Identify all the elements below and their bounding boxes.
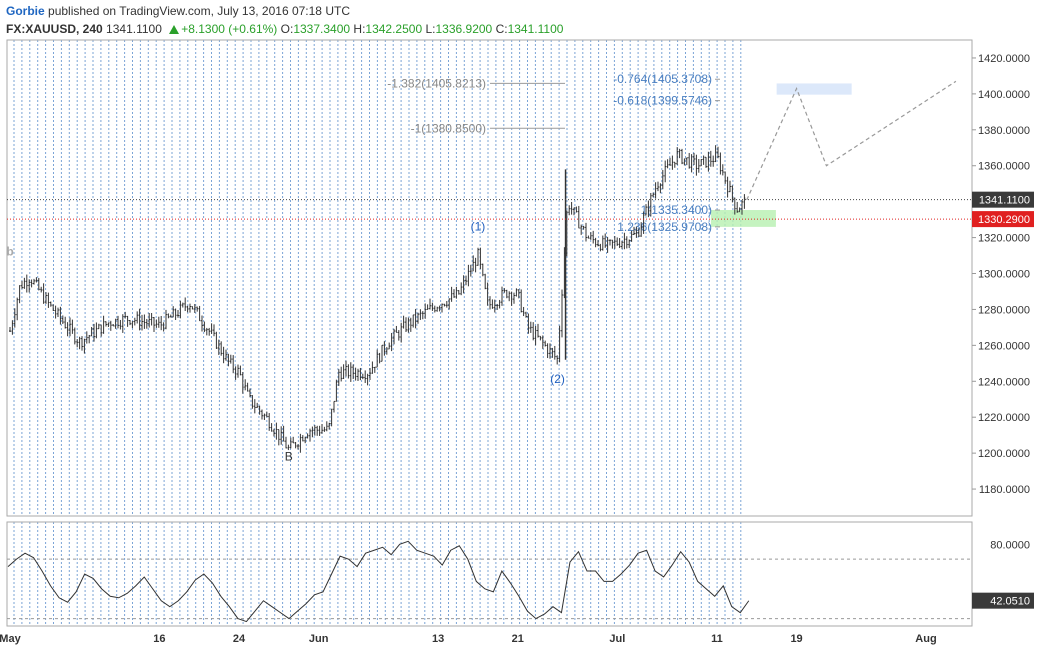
- open-value: 1337.3400: [293, 22, 351, 36]
- fib-label: -1(1380.8500): [411, 121, 486, 135]
- time-tick-label: 19: [790, 633, 802, 645]
- low-value: 1336.9200: [435, 22, 493, 36]
- marked-price-tag-label: 1330.2900: [978, 214, 1030, 226]
- high-value: 1342.2500: [365, 22, 423, 36]
- price-tick-label: 1320.0000: [978, 233, 1030, 245]
- change-value: +8.1300 (+0.61%): [181, 22, 278, 36]
- oscillator-tick-label: 80.0000: [990, 539, 1030, 551]
- time-axis[interactable]: May 16 24 Jun 13 21 Jul 11 19 Aug: [0, 633, 937, 645]
- close-label: C:: [495, 22, 508, 36]
- projection-path: [746, 80, 957, 201]
- wave-label: (2): [550, 372, 565, 386]
- fib-label: -1.382(1405.8213): [387, 76, 486, 90]
- low-label: L:: [425, 22, 436, 36]
- price-tick-label: 1400.0000: [978, 89, 1030, 101]
- price-tick-label: 1300.0000: [978, 269, 1030, 281]
- publish-line: Gorbie published on TradingView.com, Jul…: [6, 4, 350, 18]
- fibonacci-levels: -1.382(1405.8213) -1(1380.8500) -0.764(140…: [387, 72, 720, 234]
- wave-labels: b B (1) (2): [6, 219, 565, 463]
- wave-label: b: [6, 245, 13, 259]
- price-tick-label: 1180.0000: [979, 484, 1030, 496]
- price-tick-label: 1200.0000: [978, 448, 1030, 460]
- price-tick-label: 1240.0000: [978, 376, 1030, 388]
- last-price: 1341.1100: [106, 22, 162, 36]
- time-tick-label: 11: [711, 633, 723, 645]
- published-text: published on TradingView.com, July 13, 2…: [48, 4, 350, 18]
- blue-target-zone: [776, 83, 852, 95]
- oscillator-line: [7, 540, 750, 623]
- oscillator-pane: 80.0000 42.0510: [7, 539, 1034, 623]
- wave-label: B: [285, 449, 293, 463]
- main-pane-border: [6, 39, 973, 517]
- price-tick-label: 1420.0000: [978, 53, 1030, 65]
- price-tick-label: 1220.0000: [978, 412, 1030, 424]
- candlestick-series: [7, 145, 972, 453]
- oscillator-value-tag: [972, 592, 1034, 609]
- oscillator-value-label: 42.0510: [990, 596, 1030, 608]
- close-value: 1341.1100: [507, 22, 564, 36]
- up-arrow-icon: [169, 25, 180, 34]
- time-tick-label: Jul: [609, 633, 625, 645]
- green-support-zone: [710, 210, 776, 227]
- last-price-tag: [972, 191, 1034, 208]
- marked-price-tag: [972, 211, 1034, 228]
- price-tick-label: 1360.0000: [978, 161, 1030, 173]
- time-tick-label: Jun: [309, 633, 329, 645]
- last-price-tag-label: 1341.1100: [979, 195, 1030, 207]
- oscillator-pane-border: [6, 521, 973, 627]
- high-label: H:: [353, 22, 366, 36]
- wave-label: (1): [471, 219, 486, 233]
- price-tick-label: 1260.0000: [978, 340, 1030, 352]
- price-tick-label: 1280.0000: [978, 304, 1030, 316]
- time-tick-label: 16: [153, 633, 165, 645]
- time-tick-label: Aug: [915, 633, 936, 645]
- time-tick-label: 13: [432, 633, 444, 645]
- fib-label: 1(1335.3400): [641, 203, 712, 217]
- time-gridlines: [13, 40, 742, 626]
- time-tick-label: 24: [233, 633, 246, 645]
- ohlc-line: FX:XAUUSD, 240 1341.1100 +8.1300 (+0.61%…: [6, 22, 563, 36]
- author-link[interactable]: Gorbie: [6, 4, 45, 18]
- price-tick-label: 1380.0000: [978, 125, 1030, 137]
- chart-frame: [6, 39, 973, 627]
- fib-label: -0.618(1399.5746): [613, 94, 712, 108]
- time-tick-label: 21: [512, 633, 524, 645]
- symbol-label[interactable]: FX:XAUUSD, 240: [6, 22, 103, 36]
- time-tick-label: May: [0, 633, 22, 645]
- fib-label: -0.764(1405.3708): [613, 72, 712, 86]
- open-label: O:: [280, 22, 294, 36]
- chart-header: Gorbie published on TradingView.com, Jul…: [6, 4, 1036, 40]
- target-zones: [710, 83, 852, 227]
- price-axis[interactable]: 1180.0000 1200.0000 1220.0000 1240.0000 1260…: [972, 53, 1034, 496]
- projection-line: [746, 80, 957, 201]
